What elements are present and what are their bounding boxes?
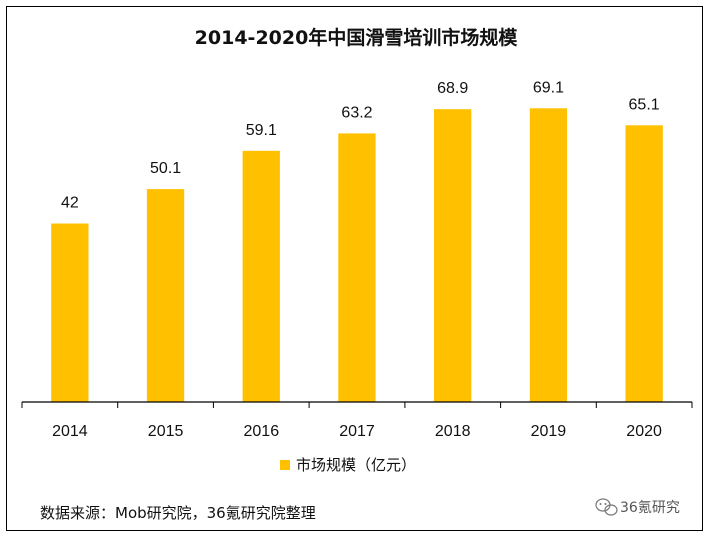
legend-swatch — [280, 460, 290, 470]
value-labels: 42 50.1 59.1 63.2 68.9 69.1 65.1 — [61, 79, 660, 211]
value-label-2015: 50.1 — [150, 160, 181, 177]
x-axis-ticks — [21, 402, 693, 408]
chart-title: 2014-2020年中国滑雪培训市场规模 — [195, 26, 519, 49]
x-tick-label-2016: 2016 — [244, 423, 280, 440]
x-tick-label-2019: 2019 — [531, 423, 567, 440]
bar-2017 — [338, 133, 376, 402]
x-tick-label-2015: 2015 — [148, 423, 184, 440]
bars — [51, 108, 663, 403]
x-tick-label-2018: 2018 — [435, 423, 471, 440]
value-label-2017: 63.2 — [341, 104, 372, 121]
value-label-2018: 68.9 — [437, 80, 468, 97]
bar-2019 — [529, 108, 568, 403]
x-tick-label-2020: 2020 — [626, 423, 662, 440]
bar-2016 — [242, 150, 280, 402]
value-label-2014: 42 — [61, 195, 79, 212]
x-tick-label-2014: 2014 — [52, 423, 88, 440]
value-label-2019: 69.1 — [533, 79, 564, 96]
legend: 市场规模（亿元） — [280, 456, 416, 474]
legend-label: 市场规模（亿元） — [296, 456, 416, 474]
value-label-2020: 65.1 — [629, 96, 660, 113]
bar-2020 — [625, 125, 663, 403]
watermark-text: 36氪研究 — [620, 500, 680, 516]
x-axis-labels: 2014 2015 2016 2017 2018 2019 2020 — [52, 423, 662, 440]
bar-2018 — [434, 109, 472, 402]
bar-2015 — [146, 189, 185, 402]
data-source-note: 数据来源：Mob研究院，36氪研究院整理 — [40, 504, 316, 522]
value-label-2016: 59.1 — [246, 122, 277, 139]
wechat-icon — [595, 498, 618, 516]
x-tick-label-2017: 2017 — [339, 423, 375, 440]
watermark: 36氪研究 — [595, 498, 680, 516]
bar-2014 — [51, 223, 89, 402]
